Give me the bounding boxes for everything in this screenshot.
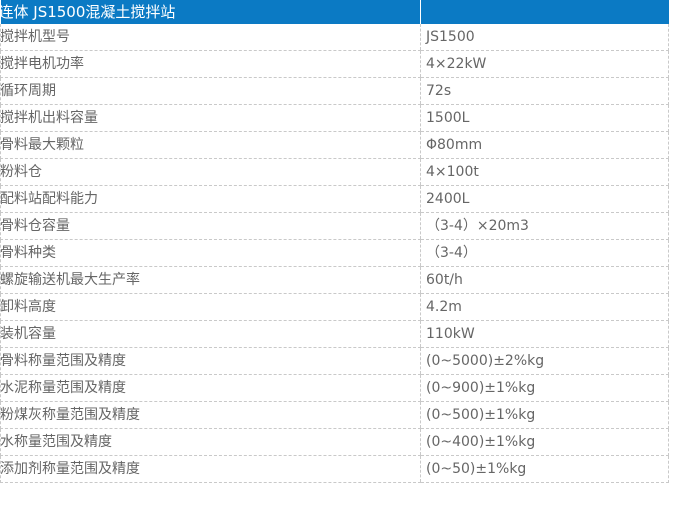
spec-label-cell: 粉煤灰称量范围及精度 — [0, 401, 421, 429]
spec-label-cell: 循环周期 — [0, 77, 421, 105]
spec-value-cell: （3-4）×20m3 — [420, 212, 669, 240]
spec-label-cell: 装机容量 — [0, 320, 421, 348]
concrete-mixing-plant-spec-table: 连体 JS1500混凝土搅拌站 搅拌机型号 JS1500 搅拌电机功率 4×22kW 循… — [0, 0, 669, 483]
spec-label-cell: 骨料称量范围及精度 — [0, 347, 421, 375]
spec-value-cell: (0~5000)±2%kg — [420, 347, 669, 375]
spec-value-cell: （3-4） — [420, 239, 669, 267]
spec-value-cell: 1500L — [420, 104, 669, 132]
spec-value-cell: 110kW — [420, 320, 669, 348]
table-row: 添加剂称量范围及精度 (0~50)±1%kg — [0, 455, 669, 483]
table-row: 循环周期 72s — [0, 77, 669, 105]
spec-label-cell: 粉料仓 — [0, 158, 421, 186]
table-row: 粉煤灰称量范围及精度 (0~500)±1%kg — [0, 401, 669, 429]
spec-value-cell: 4×100t — [420, 158, 669, 186]
table-row: 螺旋输送机最大生产率 60t/h — [0, 266, 669, 294]
spec-value-cell: 4×22kW — [420, 50, 669, 78]
spec-value-cell: JS1500 — [420, 24, 669, 51]
spec-value-cell: Φ80mm — [420, 131, 669, 159]
table-row: 水泥称量范围及精度 (0~900)±1%kg — [0, 374, 669, 402]
spec-value-cell: 72s — [420, 77, 669, 105]
table-row: 骨料称量范围及精度 (0~5000)±2%kg — [0, 347, 669, 375]
spec-value-cell: 60t/h — [420, 266, 669, 294]
table-row: 搅拌机型号 JS1500 — [0, 24, 669, 51]
spec-value-cell: (0~50)±1%kg — [420, 455, 669, 483]
table-row: 搅拌电机功率 4×22kW — [0, 50, 669, 78]
header-blank-cell — [420, 0, 669, 24]
spec-value-cell: (0~900)±1%kg — [420, 374, 669, 402]
spec-label-cell: 螺旋输送机最大生产率 — [0, 266, 421, 294]
table-row: 粉料仓 4×100t — [0, 158, 669, 186]
spec-label-cell: 搅拌机型号 — [0, 24, 421, 51]
table-header-row: 连体 JS1500混凝土搅拌站 — [0, 0, 669, 24]
table-row: 搅拌机出料容量 1500L — [0, 104, 669, 132]
table-row: 骨料最大颗粒 Φ80mm — [0, 131, 669, 159]
spec-table-body: 连体 JS1500混凝土搅拌站 — [0, 0, 669, 24]
spec-label-cell: 骨料仓容量 — [0, 212, 421, 240]
spec-value-cell: (0~500)±1%kg — [420, 401, 669, 429]
spec-label-cell: 添加剂称量范围及精度 — [0, 455, 421, 483]
header-title-cell: 连体 JS1500混凝土搅拌站 — [0, 0, 421, 24]
spec-value-cell: 4.2m — [420, 293, 669, 321]
table-row: 装机容量 110kW — [0, 320, 669, 348]
spec-label-cell: 卸料高度 — [0, 293, 421, 321]
spec-label-cell: 配料站配料能力 — [0, 185, 421, 213]
spec-label-cell: 搅拌机出料容量 — [0, 104, 421, 132]
spec-label-cell: 水称量范围及精度 — [0, 428, 421, 456]
spec-label-cell: 水泥称量范围及精度 — [0, 374, 421, 402]
spec-value-cell: 2400L — [420, 185, 669, 213]
spec-label-cell: 骨料种类 — [0, 239, 421, 267]
table-row: 配料站配料能力 2400L — [0, 185, 669, 213]
table-row: 水称量范围及精度 (0~400)±1%kg — [0, 428, 669, 456]
spec-label-cell: 骨料最大颗粒 — [0, 131, 421, 159]
spec-value-cell: (0~400)±1%kg — [420, 428, 669, 456]
spec-rows-body: 搅拌机型号 JS1500 搅拌电机功率 4×22kW 循环周期 72s 搅拌机出料容量 150… — [0, 24, 669, 483]
table-row: 骨料仓容量 （3-4）×20m3 — [0, 212, 669, 240]
table-row: 卸料高度 4.2m — [0, 293, 669, 321]
spec-label-cell: 搅拌电机功率 — [0, 50, 421, 78]
table-row: 骨料种类 （3-4） — [0, 239, 669, 267]
